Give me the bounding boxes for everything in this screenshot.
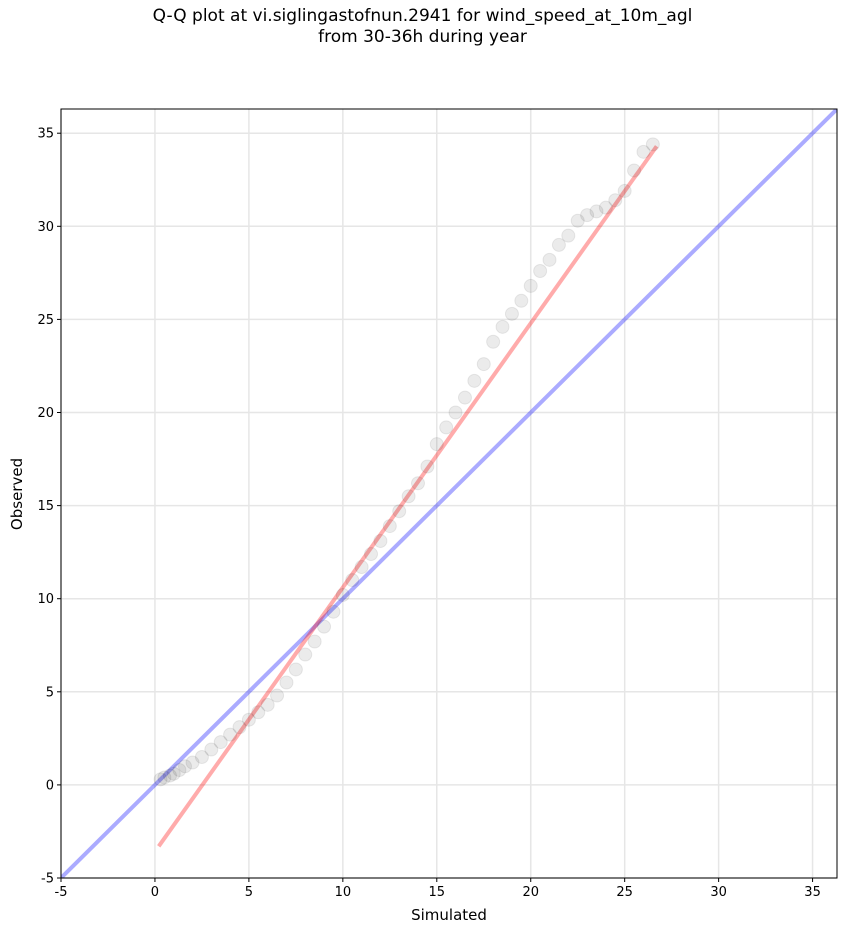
qq-point: [279, 675, 294, 690]
x-tick-label: 35: [804, 885, 821, 900]
qq-point: [429, 437, 444, 452]
x-axis-label: Simulated: [411, 906, 487, 924]
qq-point: [345, 573, 360, 588]
y-tick-label: 35: [37, 127, 54, 142]
qq-point: [241, 712, 256, 727]
qq-point: [420, 459, 435, 474]
x-tick-label: 15: [429, 885, 446, 900]
qq-point: [260, 697, 275, 712]
y-tick-label: 30: [37, 220, 54, 235]
x-tick-label: 25: [616, 885, 633, 900]
qq-point: [270, 688, 285, 703]
y-tick-label: 20: [37, 406, 54, 421]
qq-point: [608, 193, 623, 208]
qq-point: [580, 208, 595, 223]
x-tick-label: 20: [522, 885, 539, 900]
qq-point: [307, 634, 322, 649]
chart-title-line-2: from 30-36h during year: [318, 27, 527, 47]
qq-point: [495, 319, 510, 334]
qq-point: [232, 720, 247, 735]
y-axis-label: Observed: [8, 458, 26, 530]
y-tick-label: 25: [37, 313, 54, 328]
qq-point: [617, 183, 632, 198]
qq-point: [551, 237, 566, 252]
qq-point: [364, 547, 379, 562]
qq-point: [382, 519, 397, 534]
y-tick-label: -5: [41, 872, 54, 887]
qq-point: [298, 647, 313, 662]
qq-point: [172, 763, 187, 778]
qq-point: [162, 768, 177, 783]
qq-point: [523, 278, 538, 293]
reference-lines: [61, 109, 837, 878]
ticks: -5 0 5 10 15 20 25 30 35 -5 0 5 10 15 20 25 30 35: [37, 127, 820, 900]
qq-point: [373, 533, 388, 548]
qq-point: [561, 228, 576, 243]
qq-point: [288, 662, 303, 677]
qq-point: [157, 770, 172, 785]
qq-point: [439, 420, 454, 435]
qq-point: [335, 587, 350, 602]
scatter-points: [153, 137, 660, 787]
qq-point: [514, 293, 529, 308]
qq-point: [178, 759, 193, 774]
x-tick-label: 5: [245, 885, 253, 900]
x-tick-label: 0: [151, 885, 159, 900]
x-tick-label: 10: [335, 885, 352, 900]
qq-point: [223, 727, 238, 742]
y-tick-label: 5: [46, 685, 54, 700]
qq-point: [251, 705, 266, 720]
qq-point: [645, 137, 660, 152]
x-tick-label: -5: [55, 885, 68, 900]
qq-point: [326, 604, 341, 619]
qq-point: [504, 306, 519, 321]
x-tick-label: 30: [710, 885, 727, 900]
qq-point: [392, 504, 407, 519]
qq-point: [589, 204, 604, 219]
y-tick-label: 0: [46, 778, 54, 793]
qq-point: [401, 489, 416, 504]
qq-point: [542, 252, 557, 267]
qq-point: [467, 373, 482, 388]
plot-frame: [60, 108, 838, 879]
y-tick-label: 10: [37, 592, 54, 607]
qq-point: [598, 200, 613, 215]
qq-point: [486, 334, 501, 349]
reference-line-fit: [157, 145, 659, 848]
qq-point: [317, 619, 332, 634]
qq-point: [476, 357, 491, 372]
reference-line-1:1: [61, 109, 837, 878]
qq-point: [533, 263, 548, 278]
qq-point: [204, 742, 219, 757]
qq-point: [354, 560, 369, 575]
qq-point: [627, 163, 642, 178]
chart-title-line-1: Q-Q plot at vi.siglingastofnun.2941 for …: [152, 6, 693, 26]
qq-point: [457, 390, 472, 405]
qq-point: [185, 755, 200, 770]
qq-point: [448, 405, 463, 420]
qq-point: [166, 766, 181, 781]
qq-point: [213, 735, 228, 750]
y-tick-label: 15: [37, 499, 54, 514]
qq-point: [570, 213, 585, 228]
qq-point: [153, 772, 168, 787]
qq-point: [636, 144, 651, 159]
qq-point: [410, 476, 425, 491]
qq-point: [194, 749, 209, 764]
chart-title: Q-Q plot at vi.siglingastofnun.2941 for …: [0, 6, 845, 48]
